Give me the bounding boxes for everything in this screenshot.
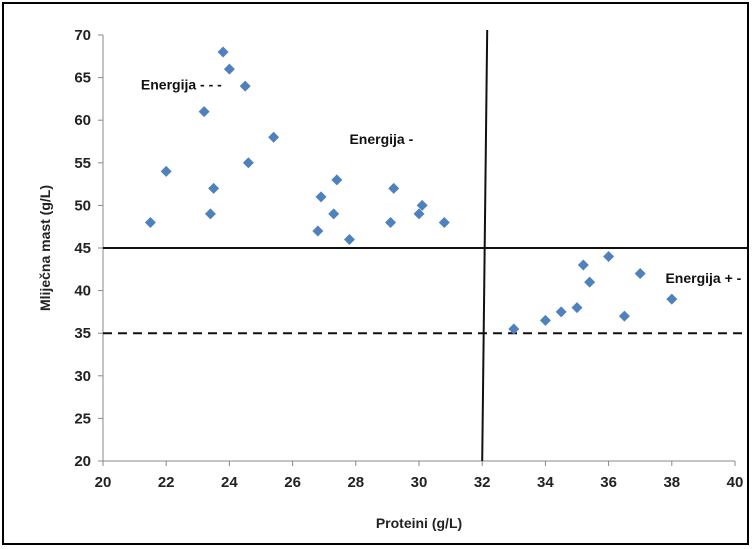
data-point (666, 293, 678, 305)
vertical-threshold-line (481, 29, 489, 462)
data-point (539, 314, 551, 326)
data-point (208, 182, 220, 194)
tick-labels: 20 25 30 35 40 45 50 55 60 65 70 20 22 24 26 28 30 32 34 36… (74, 27, 743, 491)
data-point (144, 216, 156, 228)
x-tick-label: 22 (158, 474, 175, 491)
x-tick-label: 34 (537, 474, 554, 491)
x-tick-label: 20 (95, 474, 112, 491)
y-tick-label: 35 (74, 325, 91, 342)
data-point (239, 80, 251, 92)
data-point (603, 251, 615, 263)
data-point (634, 268, 646, 280)
data-point (584, 276, 596, 288)
data-point (315, 191, 327, 203)
data-points (144, 46, 678, 335)
data-point (577, 259, 589, 271)
y-tick-label: 65 (74, 70, 91, 87)
data-point (331, 174, 343, 186)
y-tick-label: 45 (74, 240, 91, 257)
data-point (508, 323, 520, 335)
x-tick-label: 24 (221, 474, 238, 491)
data-point (328, 208, 340, 220)
y-tick-label: 20 (74, 453, 91, 470)
data-point (217, 46, 229, 58)
axes (98, 34, 736, 466)
reference-lines (103, 29, 747, 462)
x-tick-label: 32 (474, 474, 491, 491)
data-point (438, 216, 450, 228)
data-point (223, 63, 235, 75)
y-tick-label: 25 (74, 410, 91, 427)
data-point (242, 157, 254, 169)
data-point (388, 182, 400, 194)
x-axis-label: Proteini (g/L) (376, 515, 462, 531)
x-tick-label: 30 (411, 474, 428, 491)
data-point (385, 216, 397, 228)
data-point (413, 208, 425, 220)
annotation-label: Energija - - - (141, 77, 222, 93)
x-tick-label: 40 (727, 474, 744, 491)
y-tick-label: 40 (74, 283, 91, 300)
data-point (268, 131, 280, 143)
y-tick-label: 55 (74, 155, 91, 172)
y-tick-label: 70 (74, 27, 91, 44)
annotation-label: Energija + - (665, 270, 741, 286)
data-point (198, 106, 210, 118)
y-axis-label: Mliječna mast (g/L) (37, 185, 53, 311)
y-tick-label: 30 (74, 368, 91, 385)
x-tick-label: 38 (663, 474, 680, 491)
data-point (312, 225, 324, 237)
data-point (204, 208, 216, 220)
data-point (343, 233, 355, 245)
data-point (618, 310, 630, 322)
x-tick-label: 28 (347, 474, 364, 491)
y-tick-label: 60 (74, 112, 91, 129)
annotation-label: Energija - (349, 131, 413, 147)
x-tick-label: 26 (284, 474, 301, 491)
data-point (160, 165, 172, 177)
data-point (555, 306, 567, 318)
y-tick-label: 50 (74, 197, 91, 214)
data-point (416, 199, 428, 211)
data-point (571, 302, 583, 314)
annotations: Energija - - - Energija - Energija + - (141, 77, 742, 286)
x-tick-label: 36 (600, 474, 617, 491)
